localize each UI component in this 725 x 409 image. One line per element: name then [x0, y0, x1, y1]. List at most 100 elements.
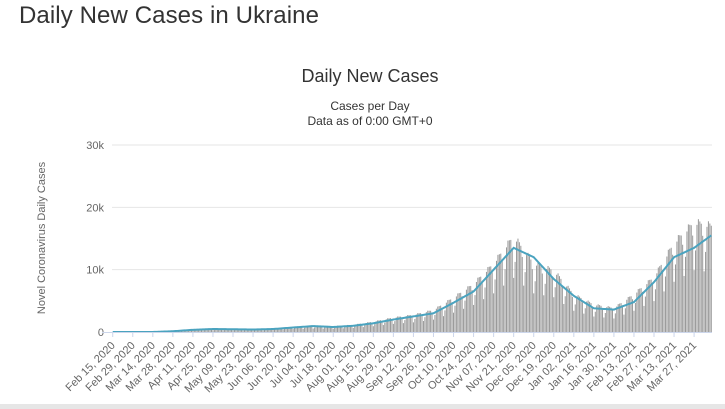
daily-case-bar	[550, 269, 552, 332]
daily-case-bar	[298, 326, 300, 332]
daily-case-bar	[586, 301, 588, 332]
daily-case-bar	[567, 285, 569, 332]
daily-case-bar	[491, 272, 493, 332]
daily-case-bar	[622, 305, 624, 332]
horizontal-scrollbar[interactable]	[0, 404, 725, 409]
daily-case-bar	[258, 329, 260, 332]
daily-case-bar	[401, 318, 403, 332]
daily-case-bar	[417, 313, 419, 332]
daily-case-bar	[574, 304, 576, 332]
daily-case-bar	[262, 330, 264, 332]
daily-case-bar	[652, 284, 654, 332]
daily-case-bar	[554, 287, 556, 332]
daily-case-bar	[352, 327, 354, 332]
daily-case-bar	[464, 300, 466, 332]
daily-case-bar	[321, 326, 323, 332]
daily-case-bar	[531, 269, 533, 332]
daily-case-bar	[663, 291, 665, 332]
daily-case-bar	[295, 326, 297, 332]
daily-case-bar	[205, 329, 207, 332]
daily-case-bar	[422, 320, 424, 332]
daily-case-bar	[272, 330, 274, 332]
y-axis-title: Novel Coronavirus Daily Cases	[36, 161, 48, 314]
daily-case-bar	[369, 322, 371, 332]
daily-case-bar	[311, 326, 313, 332]
daily-case-bar	[703, 271, 705, 332]
daily-case-bar	[695, 250, 697, 332]
daily-case-bar	[425, 312, 427, 332]
daily-case-bar	[251, 329, 253, 332]
daily-case-bar	[415, 314, 417, 332]
daily-case-bar	[606, 307, 608, 332]
daily-case-bar	[642, 291, 644, 332]
daily-case-bar	[558, 276, 560, 332]
daily-case-bar	[644, 296, 646, 332]
daily-case-bar	[541, 273, 543, 332]
daily-case-bar	[342, 328, 344, 332]
daily-case-bar	[527, 252, 529, 332]
daily-case-bar	[609, 306, 611, 332]
daily-case-bar	[504, 269, 506, 332]
daily-case-bar	[524, 272, 526, 332]
daily-case-bar	[579, 296, 581, 332]
daily-case-bar	[264, 329, 266, 332]
daily-case-bar	[278, 327, 280, 332]
daily-case-bar	[206, 328, 208, 332]
daily-case-bar	[616, 306, 618, 332]
daily-case-bar	[590, 303, 592, 332]
daily-case-bar	[475, 281, 477, 332]
daily-case-bar	[673, 281, 675, 332]
daily-case-bar	[457, 293, 459, 332]
daily-case-bar	[284, 328, 286, 332]
daily-case-bar	[526, 255, 528, 332]
daily-case-bar	[325, 326, 327, 332]
daily-case-bar	[654, 289, 656, 332]
daily-case-bar	[589, 301, 591, 332]
daily-case-bar	[677, 235, 679, 332]
daily-case-bar	[308, 325, 310, 332]
daily-case-bar	[354, 326, 356, 332]
daily-case-bar	[474, 295, 476, 332]
daily-case-bar	[686, 231, 688, 332]
daily-case-bar	[349, 324, 351, 332]
daily-case-bar	[597, 304, 599, 332]
daily-case-bar	[255, 329, 257, 332]
average-line	[112, 234, 712, 333]
daily-case-bar	[632, 299, 634, 332]
daily-case-bar	[563, 303, 565, 332]
daily-case-bar	[653, 301, 655, 332]
daily-case-bar	[488, 266, 490, 332]
daily-case-bar	[494, 279, 496, 332]
daily-case-bar	[410, 315, 412, 332]
daily-case-bar	[292, 328, 294, 332]
daily-case-bar	[471, 290, 473, 332]
daily-case-bar	[680, 235, 682, 332]
daily-case-bar	[649, 279, 651, 332]
daily-case-bar	[458, 293, 460, 332]
daily-case-bar	[299, 326, 301, 332]
daily-case-bar	[669, 248, 671, 332]
daily-case-bar	[408, 315, 410, 332]
daily-case-bar	[236, 328, 238, 332]
daily-case-bar	[412, 322, 414, 332]
daily-case-bar	[216, 328, 218, 332]
bar-series	[153, 219, 712, 332]
daily-case-bar	[498, 254, 500, 332]
daily-case-bar	[335, 326, 337, 332]
daily-case-bar	[627, 296, 629, 332]
daily-case-bar	[281, 328, 283, 332]
daily-case-bar	[451, 302, 453, 332]
daily-case-bar	[382, 325, 384, 332]
daily-case-bar	[238, 328, 240, 332]
daily-case-bar	[490, 266, 492, 332]
daily-case-bar	[364, 325, 366, 332]
daily-case-bar	[378, 320, 380, 332]
daily-case-bar	[617, 304, 619, 332]
page-title: Daily New Cases in Ukraine	[19, 2, 320, 29]
daily-case-bar	[687, 224, 689, 332]
daily-case-bar	[683, 275, 685, 332]
daily-case-bar	[338, 325, 340, 332]
daily-case-bar	[306, 325, 308, 332]
daily-case-bar	[650, 279, 652, 332]
daily-case-bar	[400, 316, 402, 332]
